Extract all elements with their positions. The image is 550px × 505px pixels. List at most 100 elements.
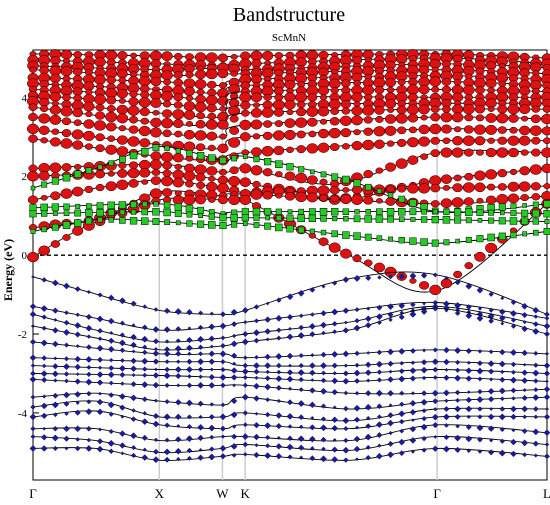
band-marker-red (161, 90, 174, 102)
band-marker-red (150, 98, 162, 108)
band-marker-red (51, 128, 60, 135)
band-marker-red (473, 124, 486, 135)
band-marker-red (195, 195, 206, 205)
band-marker-red (95, 144, 105, 153)
band-marker-blue (343, 426, 349, 432)
band-marker-blue (332, 329, 338, 335)
band-marker-blue (421, 408, 427, 414)
band-marker-blue (521, 302, 528, 310)
band-marker-red (453, 270, 463, 279)
band-marker-red (485, 124, 497, 135)
band-marker-red (26, 171, 40, 182)
band-marker-green (108, 160, 114, 166)
band-marker-red (250, 119, 263, 130)
band-marker-blue (500, 296, 505, 301)
band-marker-blue (543, 362, 550, 369)
band-marker-blue (331, 446, 338, 453)
band-marker-red (216, 182, 229, 194)
band-marker-blue (331, 377, 339, 385)
band-marker-red (440, 198, 453, 209)
band-marker-blue (433, 435, 438, 439)
band-marker-blue (130, 394, 137, 402)
band-marker-red (542, 137, 550, 145)
band-marker-blue (288, 326, 292, 331)
band-marker-blue (454, 434, 461, 442)
band-marker-blue (29, 303, 37, 310)
band-marker-red (284, 129, 296, 141)
band-marker-blue (220, 367, 226, 373)
band-marker-blue (130, 432, 137, 440)
band-marker-blue (331, 389, 338, 396)
band-marker-red (386, 140, 395, 147)
band-marker-red (397, 79, 406, 86)
band-marker-blue (63, 363, 70, 371)
band-marker-blue (477, 360, 483, 367)
band-marker-red (61, 117, 72, 126)
band-marker-red (529, 164, 542, 175)
band-marker-blue (498, 360, 506, 368)
band-marker-blue (275, 375, 283, 383)
band-marker-green (420, 216, 428, 223)
band-marker-red (319, 178, 328, 186)
band-marker-blue (74, 322, 82, 329)
band-marker-red (308, 130, 317, 138)
band-marker-blue (353, 445, 361, 453)
band-marker-green (129, 151, 138, 160)
band-marker-blue (388, 369, 393, 374)
band-marker-green (387, 215, 394, 223)
band-marker-blue (208, 381, 216, 389)
band-marker-green (409, 199, 417, 207)
band-marker-blue (141, 454, 149, 461)
band-marker-green (41, 210, 48, 217)
band-marker-red (420, 114, 428, 121)
band-marker-blue (521, 377, 528, 384)
band-marker-blue (387, 360, 394, 367)
band-marker-blue (142, 304, 147, 309)
band-marker-red (51, 100, 59, 107)
band-marker-blue (107, 401, 115, 409)
band-marker-red (519, 125, 531, 136)
band-marker-red (351, 115, 363, 126)
band-marker-red (430, 149, 441, 158)
band-marker-red (62, 234, 71, 241)
band-marker-blue (543, 393, 550, 401)
band-marker-blue (41, 412, 48, 419)
band-marker-green (476, 209, 484, 217)
band-marker-red (431, 86, 440, 93)
band-marker-green (107, 209, 115, 216)
band-marker-red (60, 66, 73, 77)
band-marker-blue (388, 274, 393, 280)
band-marker-red (463, 197, 474, 206)
band-marker-red (420, 153, 429, 160)
band-marker-blue (52, 445, 58, 452)
band-marker-red (520, 194, 529, 202)
band-marker-blue (242, 307, 249, 314)
band-marker-blue (309, 387, 316, 394)
band-marker-red (117, 69, 128, 79)
band-marker-blue (186, 344, 193, 352)
band-marker-blue (208, 358, 216, 365)
band-marker-blue (86, 390, 92, 397)
band-marker-red (284, 191, 296, 201)
band-marker-blue (230, 374, 238, 381)
band-marker-blue (511, 428, 516, 433)
band-marker-red (262, 131, 273, 140)
band-marker-blue (40, 339, 48, 347)
band-marker-blue (498, 413, 506, 421)
band-marker-green (40, 203, 48, 212)
band-marker-red (485, 242, 498, 254)
band-marker-green (488, 217, 495, 224)
band-marker-green (375, 215, 384, 223)
band-marker-blue (432, 375, 438, 380)
band-marker-red (328, 127, 341, 139)
band-marker-red (328, 78, 341, 89)
band-marker-red (351, 92, 363, 103)
band-marker-red (116, 88, 128, 99)
band-marker-blue (286, 352, 294, 360)
band-marker-green (319, 208, 328, 216)
band-marker-blue (242, 331, 249, 338)
band-marker-green (331, 230, 339, 238)
band-marker-blue (354, 307, 360, 313)
band-marker-blue (308, 323, 316, 330)
band-marker-red (49, 105, 61, 115)
